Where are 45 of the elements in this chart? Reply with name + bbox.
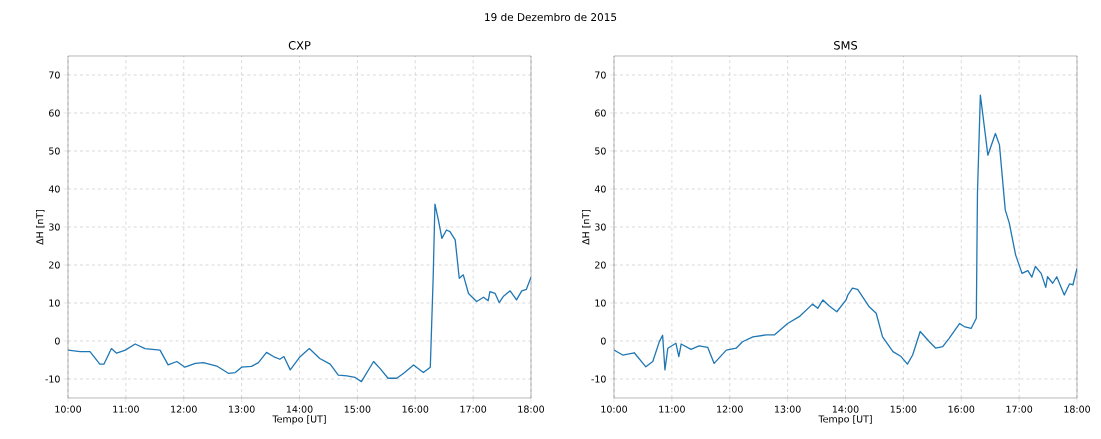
y-tick-label: 20 <box>49 261 60 269</box>
y-tick-label: 50 <box>595 147 606 155</box>
x-tick-label: 18:00 <box>518 405 545 413</box>
y-tick-label: 70 <box>49 71 60 79</box>
line-series <box>614 94 1078 371</box>
x-tick-label: 13:00 <box>229 405 255 413</box>
x-axis-title: Tempo [UT] <box>818 415 872 425</box>
y-tick-label: 30 <box>595 223 606 231</box>
x-tick-label: 17:00 <box>460 405 487 413</box>
y-tick-label: 40 <box>48 185 60 193</box>
x-tick-label: 11:00 <box>659 405 685 413</box>
x-tick-label: 15:00 <box>890 405 917 413</box>
y-tick-label: 40 <box>594 185 606 193</box>
text: 19 de Dezembro de 2015 <box>485 12 617 22</box>
x-tick-label: 14:00 <box>832 405 859 413</box>
y-tick-label: 60 <box>49 109 60 117</box>
y-tick-label: 0 <box>55 337 60 345</box>
y-tick-label: -10 <box>591 375 606 383</box>
x-tick-label: 10:00 <box>601 405 628 413</box>
x-tick-label: 12:00 <box>171 405 197 413</box>
x-tick-label: 11:00 <box>113 405 139 413</box>
x-axis-title: Tempo [UT] <box>272 415 326 425</box>
y-tick-label: 70 <box>595 71 606 79</box>
y-axis-title: ΔH [nT] <box>36 209 45 245</box>
line-series <box>68 203 532 383</box>
x-tick-label: 18:00 <box>1064 405 1091 413</box>
y-tick-label: 60 <box>595 109 606 117</box>
chart-title: CXP <box>288 40 311 50</box>
x-tick-label: 14:00 <box>286 405 313 413</box>
x-tick-label: 16:00 <box>948 405 975 413</box>
y-tick-label: 10 <box>49 299 60 307</box>
chart-title: SMS <box>834 40 858 50</box>
x-tick-label: 13:00 <box>775 405 801 413</box>
y-tick-label: 10 <box>595 299 606 307</box>
y-tick-label: 50 <box>49 147 60 155</box>
y-tick-label: -10 <box>45 375 60 383</box>
x-tick-label: 17:00 <box>1006 405 1033 413</box>
y-axis-title: ΔH [nT] <box>582 209 591 245</box>
y-tick-label: 20 <box>595 261 606 269</box>
x-tick-label: 12:00 <box>717 405 743 413</box>
y-tick-label: 30 <box>49 223 60 231</box>
x-tick-label: 10:00 <box>55 405 82 413</box>
x-tick-label: 15:00 <box>344 405 371 413</box>
y-tick-label: 0 <box>601 337 606 345</box>
x-tick-label: 16:00 <box>402 405 429 413</box>
